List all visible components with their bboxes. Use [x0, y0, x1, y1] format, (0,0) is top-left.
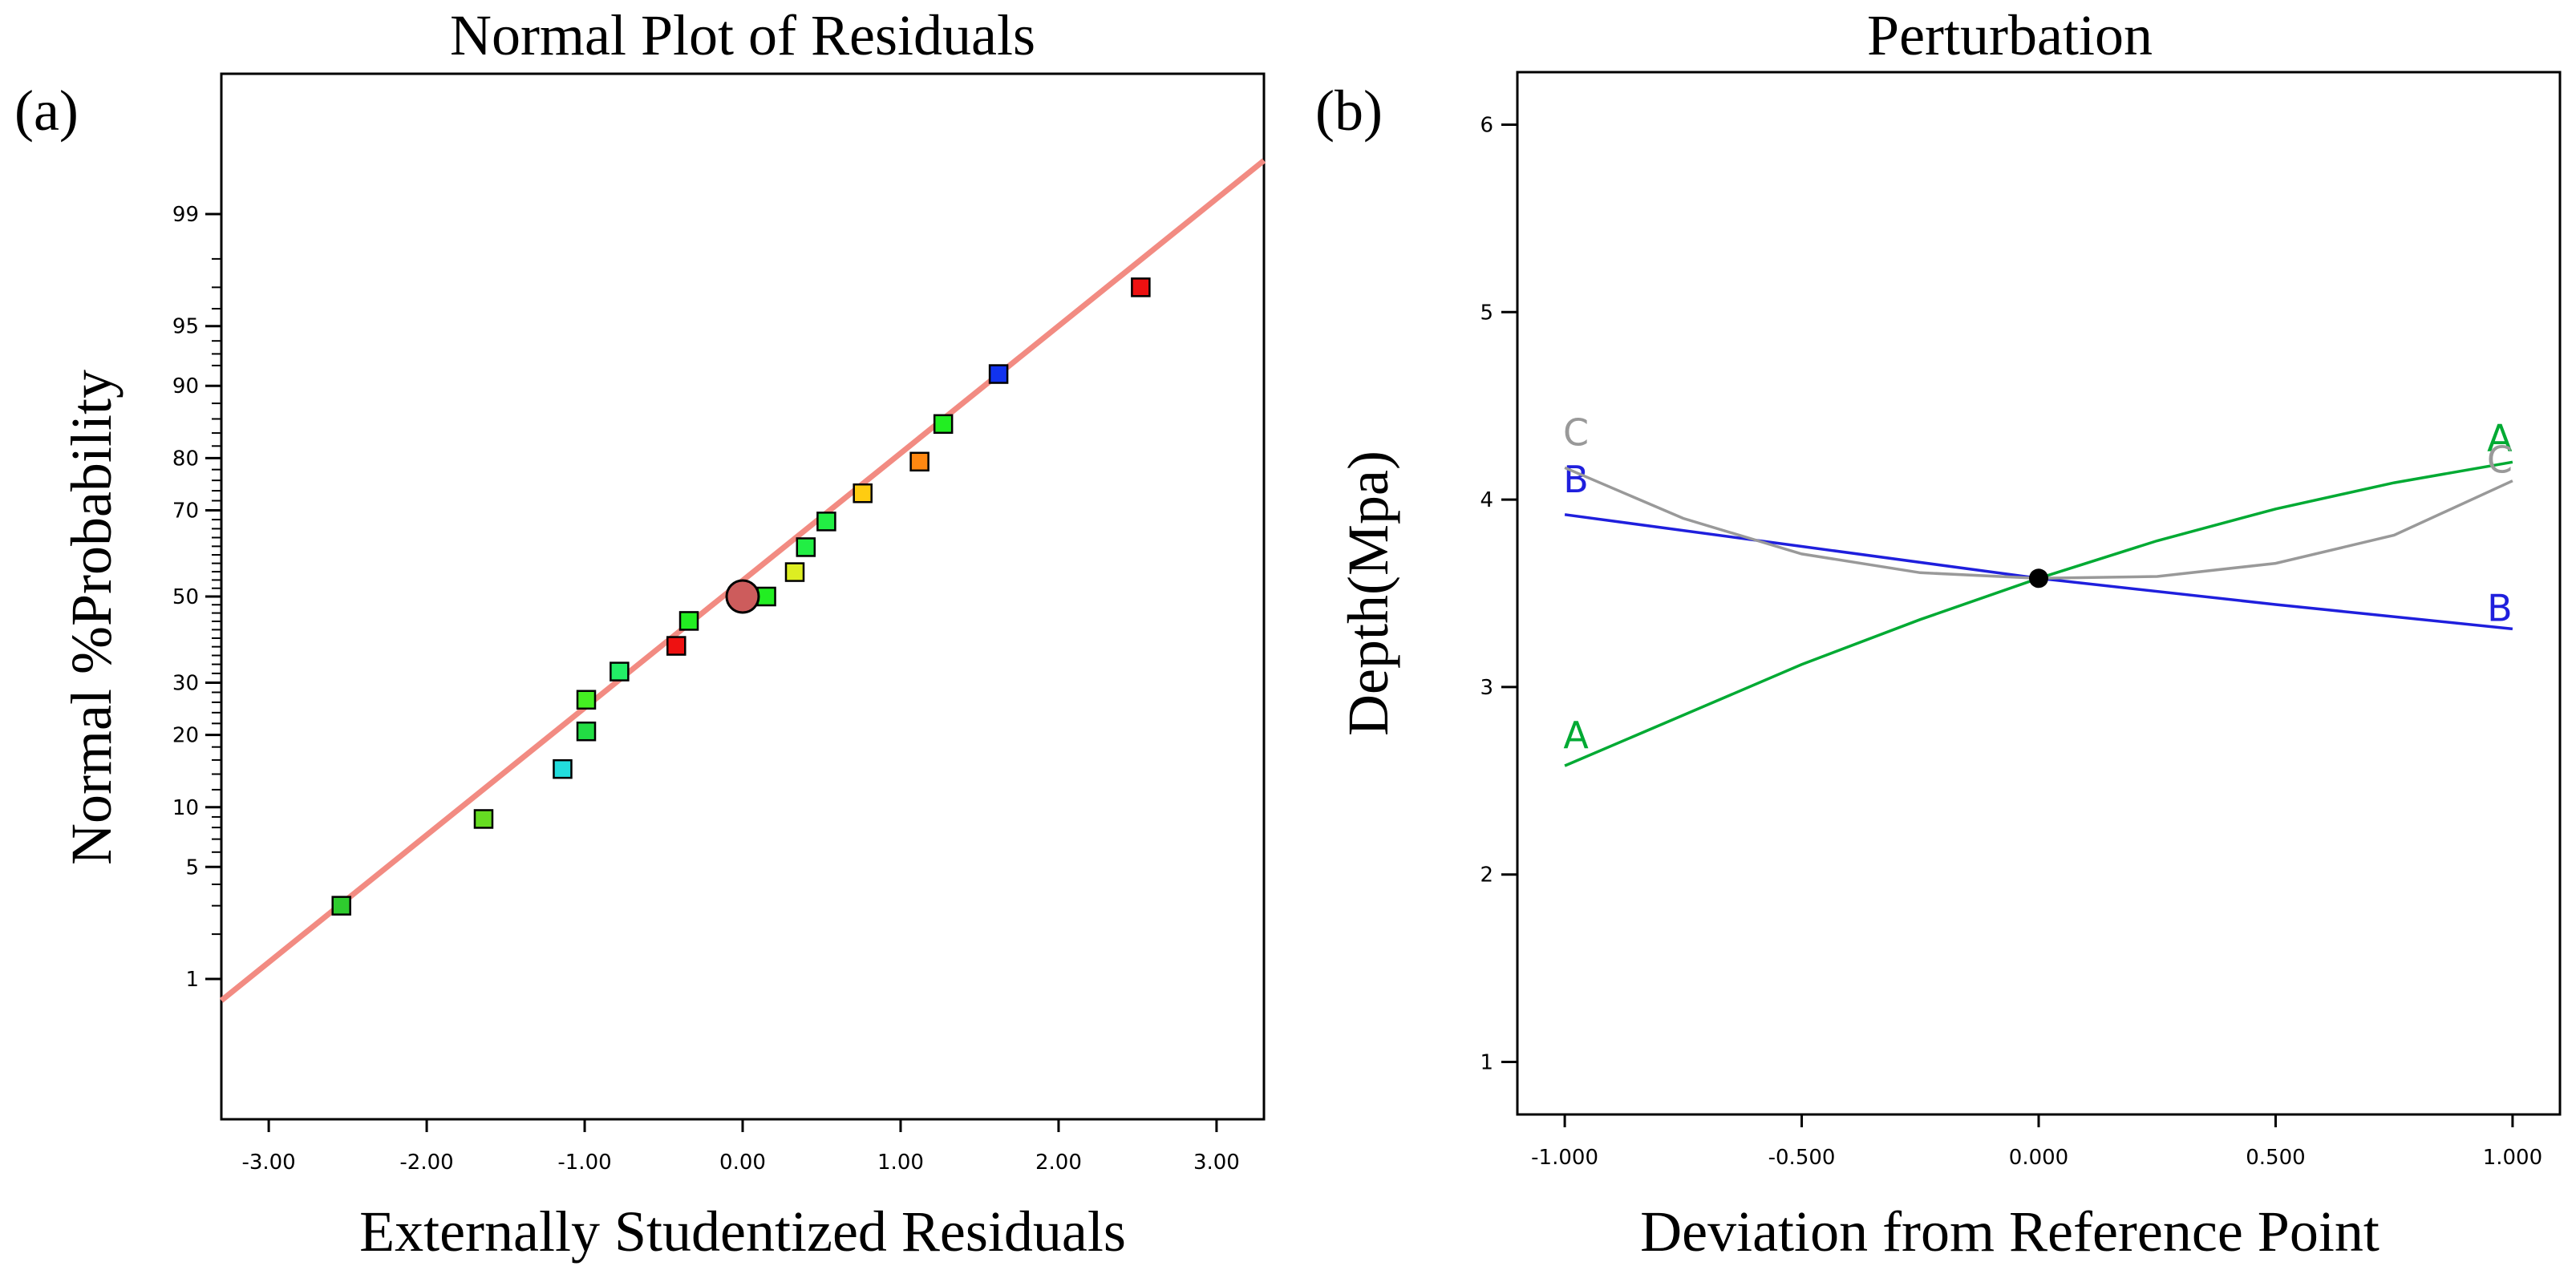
- series-b-end-label: B: [2487, 586, 2513, 629]
- panel-a-y-tick-label: 5: [185, 855, 199, 880]
- panel-a-x-tick-label: -2.00: [399, 1151, 453, 1175]
- panel-b-label: (b): [1315, 79, 1383, 143]
- panel-b-y-tick-label: 6: [1480, 113, 1493, 137]
- panel-b-reference-point: [2029, 568, 2048, 588]
- panel-a-center-marker: [725, 579, 760, 614]
- residual-point: [756, 586, 776, 607]
- panel-b-x-tick-label: 1.000: [2483, 1146, 2542, 1170]
- panel-a-x-tick-label: 0.00: [719, 1151, 766, 1175]
- residual-point: [988, 364, 1009, 384]
- panel-a-x-tick-label: 2.00: [1035, 1151, 1082, 1175]
- residual-point: [784, 562, 805, 582]
- panel-a-y-tick-label: 10: [172, 796, 199, 820]
- series-a-end-label: A: [2487, 416, 2513, 459]
- panel-a-y-tick-label: 70: [172, 499, 199, 523]
- panel-a-x-tick-label: -1.00: [557, 1151, 611, 1175]
- panel-a-y-tick-label: 1: [185, 968, 199, 992]
- panel-b-x-tick-label: -0.500: [1768, 1146, 1836, 1170]
- residual-point: [666, 636, 687, 656]
- residual-point: [473, 809, 494, 829]
- panel-a-x-axis: -3.00 -2.00 -1.00 0.00 1.00 2.00 3.00: [241, 1119, 1240, 1175]
- panel-a-y-tick-label: 99: [172, 203, 199, 227]
- panel-a-x-tick-label: 1.00: [877, 1151, 924, 1175]
- panel-b-y-tick-label: 4: [1480, 488, 1493, 512]
- series-c-start-label: C: [1563, 411, 1589, 454]
- residual-point: [678, 611, 699, 631]
- panel-b: (b) Perturbation -1.000 -0.500 0.000 0.500 1…: [1315, 3, 2562, 1264]
- residual-point: [816, 512, 836, 532]
- series-a-start-label: A: [1563, 714, 1589, 757]
- panel-a-y-label: Normal %Probability: [59, 370, 124, 865]
- panel-a-y-tick-label: 80: [172, 447, 199, 471]
- panel-a-x-tick-label: -3.00: [241, 1151, 295, 1175]
- panel-b-y-tick-label: 2: [1480, 864, 1493, 888]
- panel-a-y-tick-label: 20: [172, 724, 199, 748]
- panel-b-y-tick-label: 1: [1480, 1051, 1493, 1075]
- series-c-end-label: C: [2487, 439, 2513, 482]
- panel-b-y-tick-label: 3: [1480, 676, 1493, 700]
- residual-point: [909, 451, 930, 472]
- panel-a-y-minor-ticks: [212, 257, 221, 936]
- series-b-start-label: B: [1563, 458, 1589, 501]
- residual-point: [553, 758, 573, 779]
- panel-a-y-tick-label: 90: [172, 374, 199, 398]
- panel-a-x-tick-label: 3.00: [1193, 1151, 1240, 1175]
- panel-b-title: Perturbation: [1867, 3, 2153, 67]
- panel-b-x-tick-label: 0.000: [2009, 1146, 2068, 1170]
- panel-a: (a) Normal Plot of Residuals -3.00 -2.00-…: [14, 3, 1266, 1264]
- panel-a-y-tick-label: 95: [172, 315, 199, 339]
- panel-b-y-label: Depth(Mpa): [1336, 451, 1400, 736]
- residual-point: [576, 721, 597, 742]
- panel-a-y-axis: 1 5 10 20 30 50 70 80 90 95 99: [172, 203, 221, 992]
- residual-point: [576, 690, 597, 710]
- panel-a-title: Normal Plot of Residuals: [450, 3, 1035, 67]
- panel-a-y-tick-label: 50: [172, 585, 199, 609]
- panel-b-x-axis: -1.000 -0.500 0.000 0.500 1.000: [1531, 1114, 2542, 1170]
- panel-a-y-tick-label: 30: [172, 672, 199, 696]
- residual-point: [933, 414, 954, 435]
- residual-point: [1131, 277, 1151, 297]
- panel-a-points: [331, 277, 1151, 916]
- panel-b-x-label: Deviation from Reference Point: [1640, 1199, 2380, 1264]
- panel-b-x-tick-label: 0.500: [2246, 1146, 2305, 1170]
- series-c-line: [1564, 466, 2513, 580]
- panel-b-y-tick-label: 5: [1480, 301, 1493, 325]
- panel-a-label: (a): [14, 79, 79, 143]
- panel-b-plot-frame: [1516, 71, 2562, 1116]
- residual-point: [796, 537, 816, 557]
- panel-b-x-tick-label: -1.000: [1531, 1146, 1598, 1170]
- residual-point: [853, 483, 873, 504]
- residual-point: [610, 661, 630, 682]
- panel-b-y-axis: 1 2 3 4 5 6: [1480, 113, 1517, 1075]
- residual-point: [331, 896, 351, 916]
- panel-a-x-label: Externally Studentized Residuals: [359, 1199, 1126, 1264]
